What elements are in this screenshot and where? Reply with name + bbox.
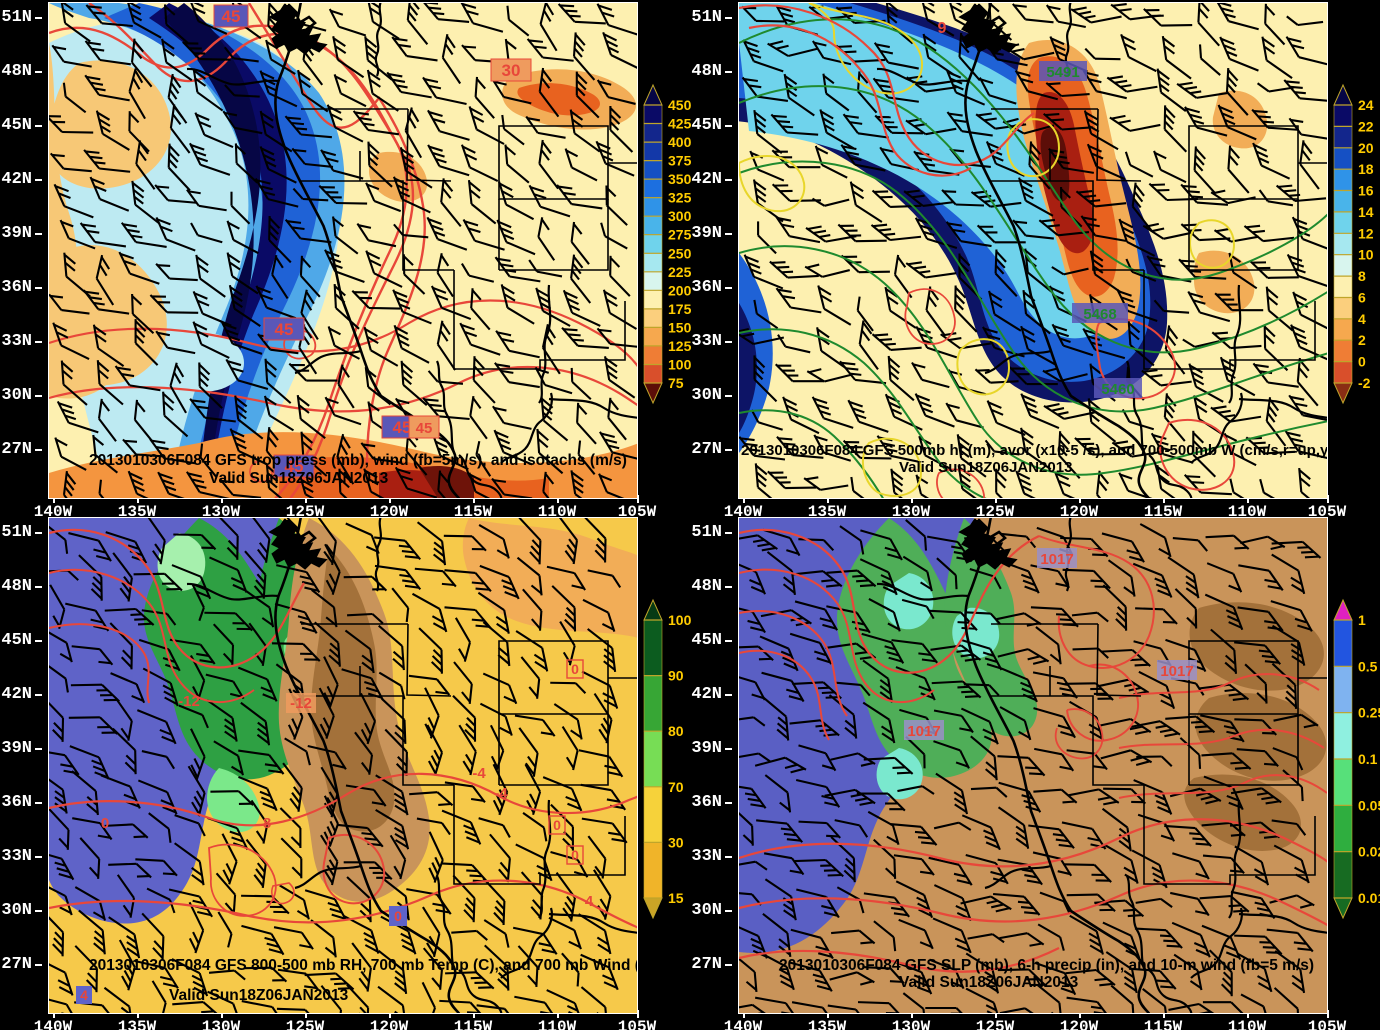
svg-text:-12: -12: [290, 695, 312, 712]
svg-text:18: 18: [1358, 161, 1374, 177]
svg-text:2013010306F084 GFS 500mb ht (m: 2013010306F084 GFS 500mb ht (m), avor (x…: [741, 442, 1328, 459]
svg-text:0.25: 0.25: [1358, 705, 1380, 721]
svg-text:0: 0: [571, 661, 579, 677]
svg-text:225: 225: [668, 264, 692, 280]
svg-text:4: 4: [1358, 311, 1366, 327]
svg-text:125: 125: [668, 338, 692, 354]
svg-text:1017: 1017: [1160, 663, 1193, 680]
svg-text:24: 24: [1358, 97, 1374, 113]
svg-text:5468: 5468: [1083, 306, 1116, 323]
svg-text:15: 15: [668, 890, 684, 906]
svg-text:0.1: 0.1: [1358, 751, 1378, 767]
svg-text:0.5: 0.5: [1358, 658, 1378, 674]
svg-text:2013010306F084 GFS trop press: 2013010306F084 GFS trop press (mb), wind…: [89, 452, 627, 469]
svg-text:45: 45: [275, 320, 294, 339]
svg-text:12: 12: [1358, 225, 1374, 241]
svg-text:70: 70: [668, 779, 684, 795]
svg-text:80: 80: [668, 723, 684, 739]
svg-text:4: 4: [585, 893, 594, 910]
svg-text:375: 375: [668, 153, 692, 169]
svg-text:75: 75: [668, 375, 684, 391]
svg-text:0: 0: [571, 847, 579, 863]
svg-text:8: 8: [263, 815, 271, 832]
svg-text:5491: 5491: [1046, 64, 1079, 81]
svg-text:450: 450: [668, 97, 692, 113]
svg-text:-4: -4: [494, 785, 508, 802]
svg-text:2: 2: [1358, 332, 1366, 348]
svg-text:Valid Sun18Z06JAN2013: Valid Sun18Z06JAN2013: [209, 470, 389, 487]
svg-text:0.05: 0.05: [1358, 797, 1380, 813]
svg-text:0: 0: [394, 908, 402, 924]
svg-text:Valid Sun18Z06JAN2013: Valid Sun18Z06JAN2013: [169, 987, 349, 1004]
svg-text:1017: 1017: [1040, 551, 1073, 568]
svg-text:200: 200: [668, 282, 692, 298]
svg-text:175: 175: [668, 301, 692, 317]
svg-text:0: 0: [101, 815, 109, 832]
svg-text:2013010306F084 GFS SLP (mb), 6: 2013010306F084 GFS SLP (mb), 6-h precip …: [779, 957, 1314, 974]
svg-text:Valid Sun18Z06JAN2013: Valid Sun18Z06JAN2013: [899, 459, 1072, 476]
svg-text:300: 300: [668, 208, 692, 224]
svg-text:0: 0: [1358, 354, 1366, 370]
svg-text:-4: -4: [472, 765, 486, 782]
svg-text:6: 6: [1358, 290, 1366, 306]
svg-text:1: 1: [1358, 612, 1366, 628]
svg-text:20: 20: [1358, 140, 1374, 156]
svg-text:30: 30: [668, 834, 684, 850]
svg-text:-12: -12: [178, 693, 200, 710]
svg-text:45: 45: [416, 420, 433, 437]
svg-text:22: 22: [1358, 118, 1374, 134]
svg-text:-2: -2: [1358, 375, 1371, 391]
svg-text:8: 8: [1358, 268, 1366, 284]
svg-text:0.02: 0.02: [1358, 844, 1380, 860]
svg-text:325: 325: [668, 190, 692, 206]
svg-text:0: 0: [553, 817, 561, 833]
svg-text:14: 14: [1358, 204, 1374, 220]
svg-text:2013010306F084 GFS 800-500 mb: 2013010306F084 GFS 800-500 mb RH, 700 mb…: [89, 957, 638, 974]
svg-text:45: 45: [222, 7, 241, 26]
svg-text:275: 275: [668, 227, 692, 243]
svg-text:1017: 1017: [907, 723, 940, 740]
svg-text:9: 9: [938, 20, 947, 37]
svg-text:4: 4: [80, 987, 88, 1003]
svg-text:Valid Sun18Z06JAN2013: Valid Sun18Z06JAN2013: [899, 974, 1079, 991]
svg-text:10: 10: [1358, 247, 1374, 263]
svg-text:0.01: 0.01: [1358, 890, 1380, 906]
svg-text:425: 425: [668, 116, 692, 132]
svg-text:16: 16: [1358, 183, 1374, 199]
svg-text:400: 400: [668, 134, 692, 150]
svg-text:5460: 5460: [1101, 381, 1134, 398]
svg-text:150: 150: [668, 319, 692, 335]
svg-text:250: 250: [668, 245, 692, 261]
svg-text:30: 30: [502, 61, 521, 80]
svg-text:100: 100: [668, 357, 692, 373]
svg-text:100: 100: [668, 612, 692, 628]
svg-text:90: 90: [668, 668, 684, 684]
svg-text:350: 350: [668, 171, 692, 187]
